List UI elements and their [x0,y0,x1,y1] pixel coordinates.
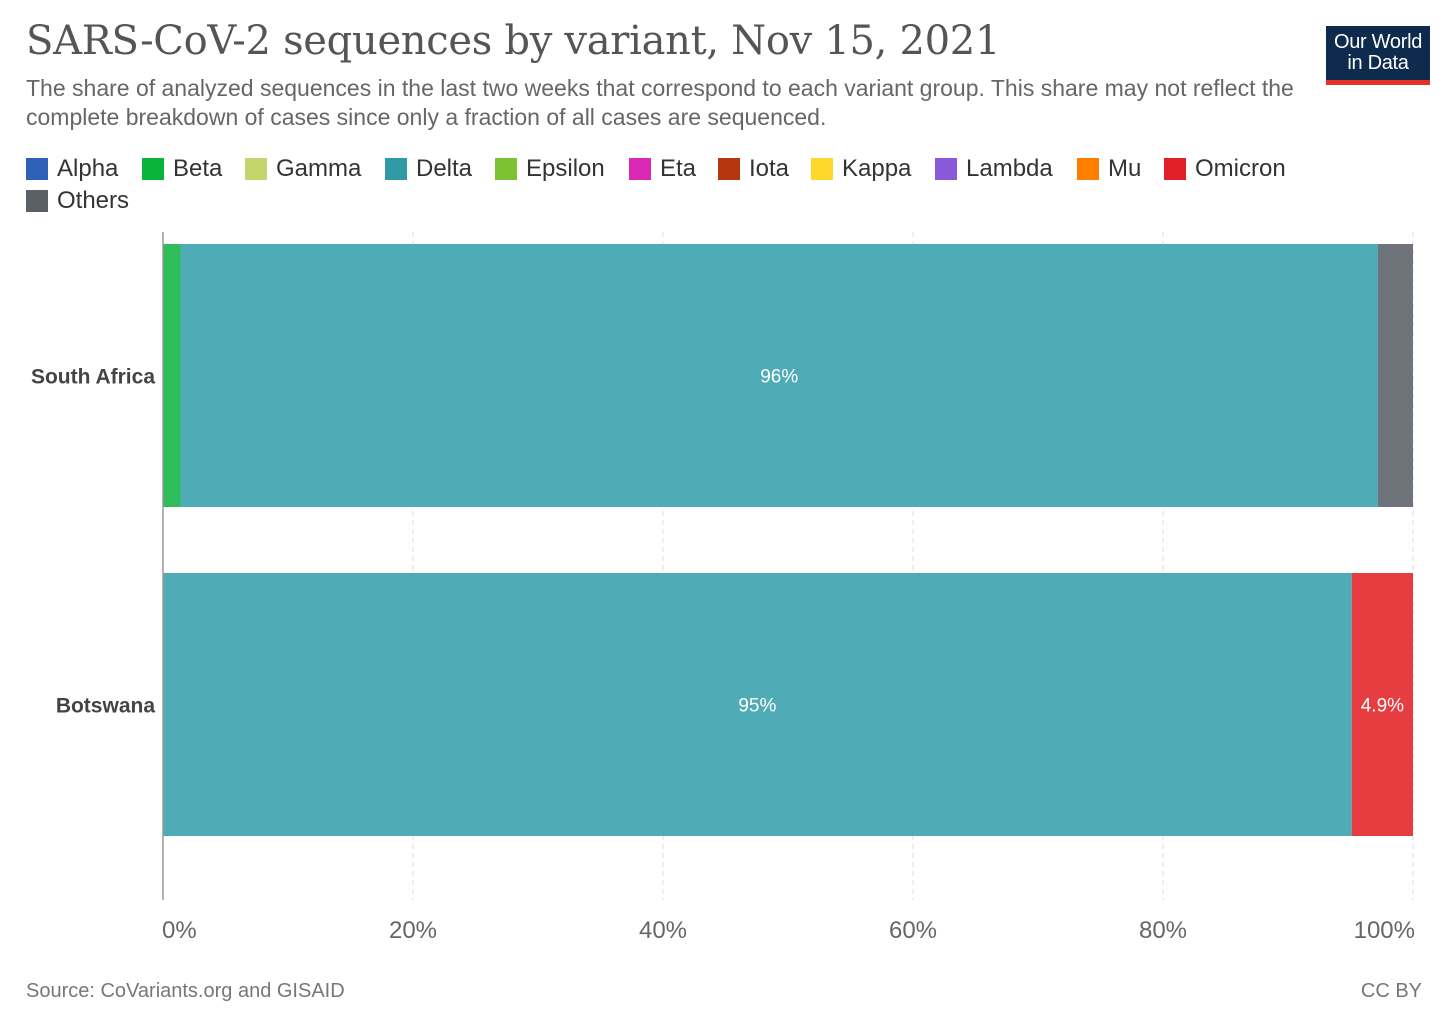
x-tick-label: 40% [639,917,687,944]
x-tick-label: 60% [889,917,937,944]
category-label: South Africa [31,366,155,389]
legend-item-eta[interactable]: Eta [629,155,696,183]
legend-label-delta: Delta [416,155,473,182]
data-label: 4.9% [1361,696,1404,717]
legend-swatch-alpha [26,158,48,180]
legend-item-delta[interactable]: Delta [385,155,472,183]
legend-item-beta[interactable]: Beta [142,155,222,183]
bar-south-africa-others [1378,244,1413,507]
legend-item-alpha[interactable]: Alpha [26,155,118,183]
legend-swatch-delta [385,158,407,180]
legend-item-others[interactable]: Others [26,187,129,215]
bar-botswana-omicron [1351,573,1413,836]
category-label: Botswana [56,695,156,718]
x-tick-label: 20% [389,917,437,944]
legend-label-gamma: Gamma [276,155,362,182]
legend-swatch-gamma [245,158,267,180]
data-label: 95% [738,696,776,717]
bar-botswana-delta [163,573,1352,836]
legend-label-others: Others [57,187,130,214]
legend-label-eta: Eta [660,155,697,182]
legend-item-omicron[interactable]: Omicron [1164,155,1286,183]
legend-swatch-beta [142,158,164,180]
legend-label-beta: Beta [173,155,223,182]
legend-item-gamma[interactable]: Gamma [245,155,361,183]
legend-swatch-eta [629,158,651,180]
legend-item-iota[interactable]: Iota [718,155,789,183]
x-tick-label: 100% [1354,917,1415,944]
owid-logo[interactable]: Our World in Data [1326,26,1430,85]
legend-label-epsilon: Epsilon [526,155,605,182]
logo-line-1: Our World [1333,31,1423,53]
source-note: Source: CoVariants.org and GISAID [26,980,345,1002]
bar-south-africa-beta [163,244,181,507]
data-label: 96% [760,367,798,388]
legend-item-kappa[interactable]: Kappa [811,155,911,183]
legend-label-lambda: Lambda [966,155,1053,182]
legend-swatch-iota [718,158,740,180]
legend-item-lambda[interactable]: Lambda [935,155,1053,183]
legend-label-alpha: Alpha [57,155,119,182]
chart-subtitle: The share of analyzed sequences in the l… [26,75,1294,130]
legend-swatch-lambda [935,158,957,180]
chart-title: SARS-CoV-2 sequences by variant, Nov 15,… [26,18,1001,64]
x-tick-label: 0% [162,917,197,944]
legend-swatch-mu [1077,158,1099,180]
legend-label-mu: Mu [1108,155,1142,182]
legend-swatch-kappa [811,158,833,180]
legend-swatch-epsilon [495,158,517,180]
logo-line-2: in Data [1347,52,1409,74]
bar-south-africa-delta [180,244,1378,507]
legend-label-kappa: Kappa [842,155,912,182]
x-tick-label: 80% [1139,917,1187,944]
legend-swatch-omicron [1164,158,1186,180]
legend-label-omicron: Omicron [1195,155,1286,182]
legend-item-epsilon[interactable]: Epsilon [495,155,605,183]
legend-swatch-others [26,190,48,212]
legend-item-mu[interactable]: Mu [1077,155,1141,183]
license-link[interactable]: CC BY [1360,980,1422,1002]
legend-label-iota: Iota [749,155,790,182]
